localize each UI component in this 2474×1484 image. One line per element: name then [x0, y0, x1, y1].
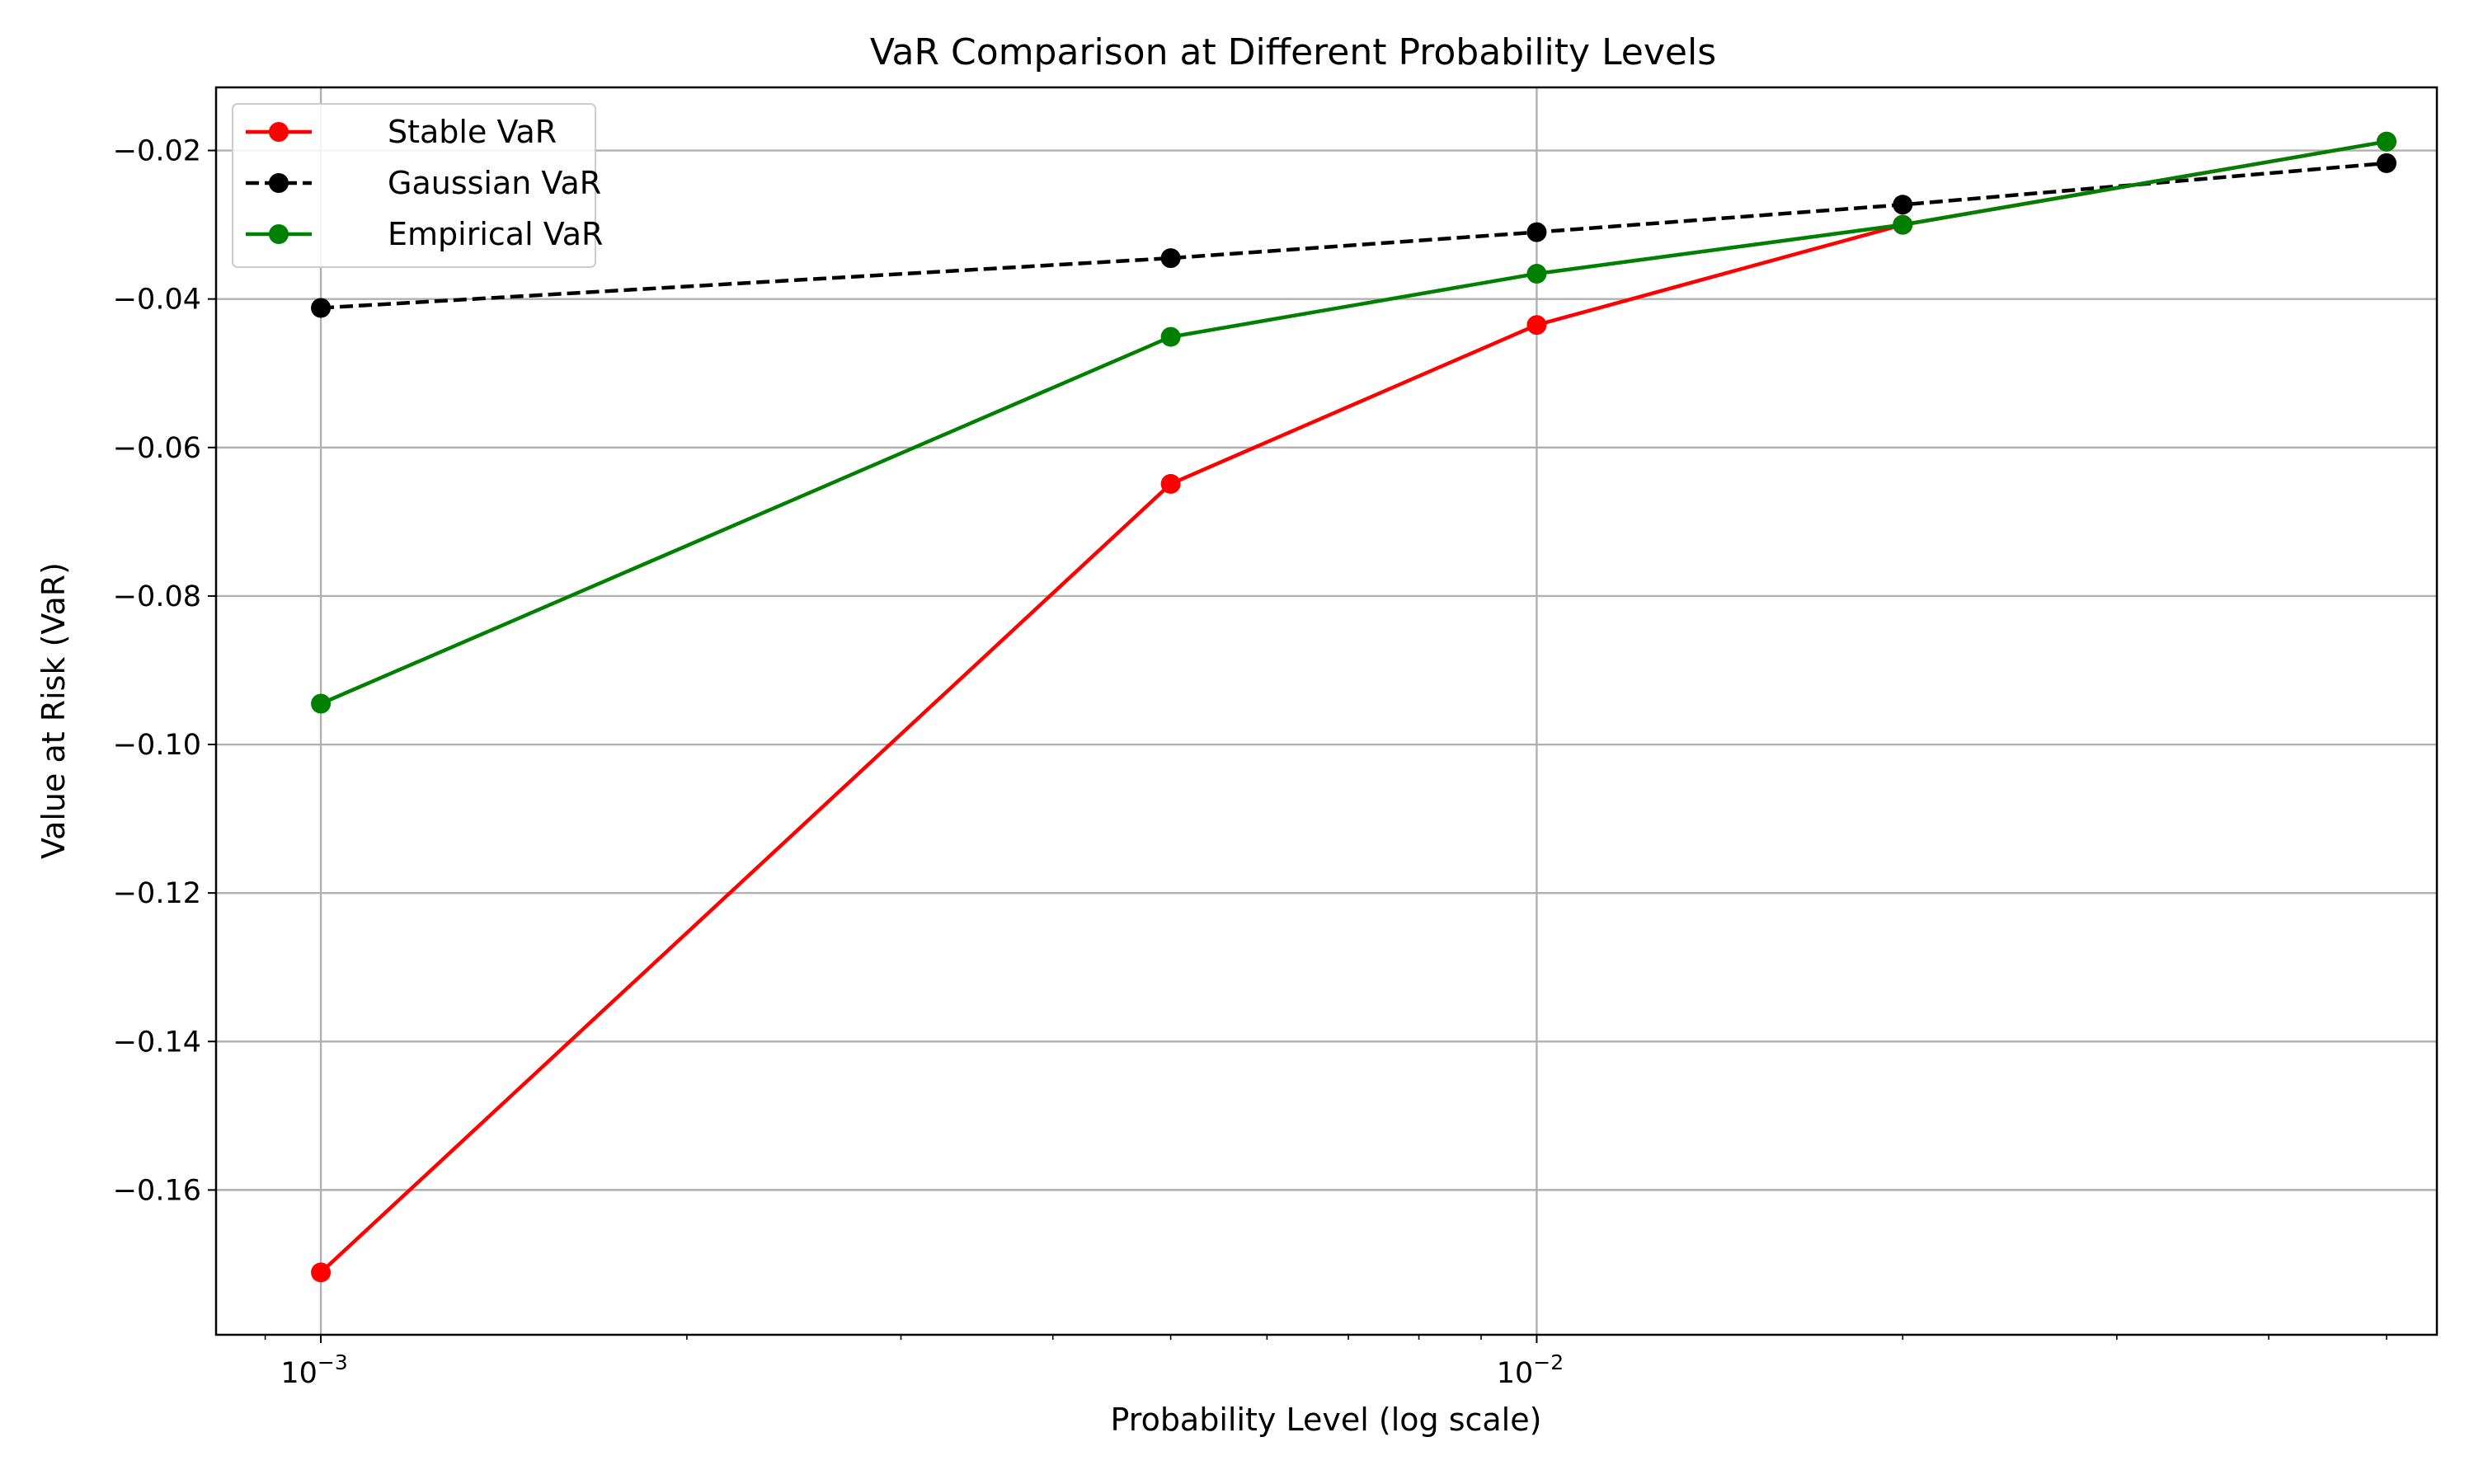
gaussian-var-legend-label: Gaussian VaR — [388, 165, 601, 201]
stable-var-point — [311, 1262, 332, 1283]
empirical-var-point — [1893, 214, 1913, 235]
gaussian-var-point — [1526, 222, 1547, 242]
empirical-var-point — [1526, 264, 1547, 284]
y-tick-label: −0.14 — [113, 1026, 201, 1059]
grid-lines — [216, 87, 2437, 1335]
stable-var-point — [1526, 315, 1547, 336]
gaussian-var-point — [1893, 195, 1913, 215]
chart-title: VaR Comparison at Different Probability … — [870, 31, 1716, 73]
stable-var-line — [319, 139, 2387, 1275]
stable-var-legend-marker — [269, 122, 289, 142]
y-tick-label: −0.02 — [113, 135, 201, 168]
x-tick-label: 10−3 — [280, 1350, 347, 1390]
y-tick-label: −0.04 — [113, 284, 201, 317]
legend: Stable VaR Gaussian VaR Empirical VaR — [232, 103, 603, 268]
stable-var-legend-label: Stable VaR — [388, 114, 557, 150]
gaussian-var-point — [1160, 248, 1181, 269]
y-tick-label: −0.06 — [113, 432, 201, 465]
empirical-var-line — [320, 139, 2387, 706]
y-tick-label: −0.16 — [113, 1174, 201, 1207]
gaussian-var-point — [311, 298, 332, 318]
series-lines — [311, 131, 2396, 1283]
empirical-var-legend-label: Empirical VaR — [388, 216, 603, 252]
x-tick-label: 10−2 — [1497, 1350, 1564, 1390]
empirical-var-point — [1160, 326, 1181, 347]
plot-frame — [214, 86, 2439, 1336]
y-tick-label: −0.12 — [113, 877, 201, 910]
gaussian-var-line — [320, 161, 2387, 310]
y-axis-label: Value at Risk (VaR) — [35, 562, 72, 859]
empirical-var-point — [311, 693, 332, 714]
stable-var-point — [1160, 473, 1181, 494]
legend-box — [232, 103, 596, 268]
y-tick-label: −0.08 — [113, 580, 201, 613]
x-axis-label: Probability Level (log scale) — [1111, 1402, 1542, 1438]
gaussian-var-point — [2376, 153, 2396, 173]
gaussian-var-legend-marker — [269, 173, 289, 193]
empirical-var-legend-marker — [269, 224, 289, 244]
y-tick-label: −0.10 — [113, 729, 201, 762]
empirical-var-point — [2376, 131, 2396, 152]
axis-ticks: −0.02 −0.04 −0.06 −0.08 −0.10 −0.12 −0.14 −0.16… — [113, 135, 2387, 1390]
